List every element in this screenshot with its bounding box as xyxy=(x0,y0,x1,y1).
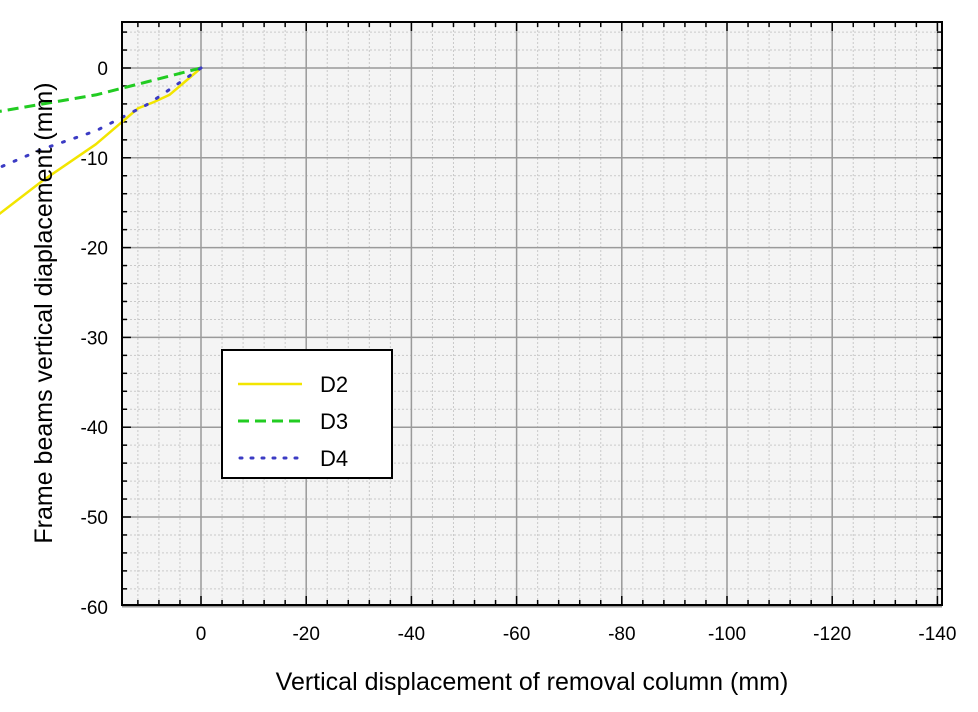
x-tick-label: -40 xyxy=(398,624,425,645)
x-axis-label: Vertical displacement of removal column … xyxy=(276,668,789,696)
y-tick-labels: 0 -10 -20 -30 -40 -50 -60 xyxy=(81,59,108,619)
series-layer xyxy=(0,66,203,216)
plot-frame xyxy=(121,21,943,606)
plot-background xyxy=(122,22,942,605)
legend-label-d3: D3 xyxy=(320,409,348,434)
x-tick-labels: 0 -20 -40 -60 -80 -100 -120 -140 xyxy=(196,624,957,645)
legend-label-d2: D2 xyxy=(320,372,348,397)
x-tick-label: -140 xyxy=(918,624,956,645)
y-tick-label: -60 xyxy=(81,598,108,619)
x-tick-label: -100 xyxy=(708,624,746,645)
x-tick-label: -120 xyxy=(813,624,851,645)
y-tick-label: 0 xyxy=(97,59,108,80)
x-tick-label: -60 xyxy=(503,624,530,645)
legend: D2 D3 D4 xyxy=(221,349,393,479)
y-tick-label: -20 xyxy=(81,239,108,260)
y-tick-label: -30 xyxy=(81,328,108,349)
series-line-d2 xyxy=(0,67,202,216)
y-axis-label: Frame beams vertical diaplacement (mm) xyxy=(30,82,58,543)
y-tick-label: -10 xyxy=(81,149,108,170)
y-tick-label: -50 xyxy=(81,508,108,529)
y-tick-label: -40 xyxy=(81,418,108,439)
legend-box xyxy=(221,349,393,479)
x-tick-label: 0 xyxy=(196,624,207,645)
x-tick-label: -20 xyxy=(292,624,319,645)
legend-label-d4: D4 xyxy=(320,446,348,471)
major-grid xyxy=(122,22,942,608)
x-tick-label: -80 xyxy=(608,624,635,645)
